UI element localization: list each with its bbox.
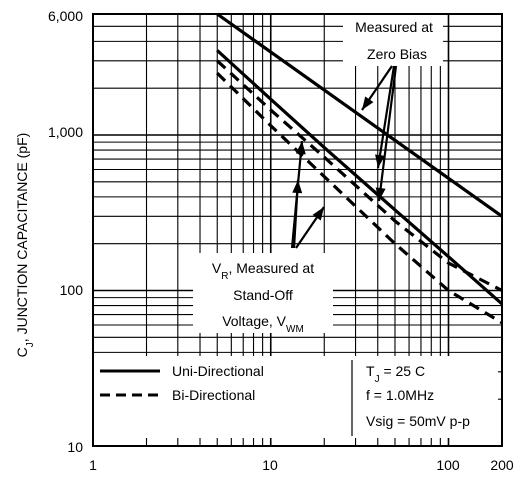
arrow-shaft bbox=[377, 65, 398, 202]
legend-tj-sub: J bbox=[375, 374, 380, 385]
zero-bias-line2: Zero Bias bbox=[367, 46, 427, 62]
legend-bi-label: Bi-Directional bbox=[172, 387, 255, 403]
y-axis-label: CJ, JUNCTION CAPACITANCE (pF) bbox=[14, 133, 36, 358]
x-tick-10: 10 bbox=[262, 457, 278, 473]
series-line-1 bbox=[216, 12, 503, 218]
standoff-line1-rest: , Measured at bbox=[228, 260, 314, 276]
annotation-arrows bbox=[290, 65, 398, 249]
legend-freq: f = 1.0MHz bbox=[366, 387, 434, 403]
x-tick-1: 1 bbox=[89, 457, 97, 473]
y-tick-100: 100 bbox=[60, 282, 84, 298]
arrow-shaft bbox=[376, 65, 396, 169]
y-axis-label-rest: , JUNCTION CAPACITANCE (pF) bbox=[14, 133, 30, 343]
standoff-line3: Voltage, VWM bbox=[222, 313, 304, 335]
x-tick-100: 100 bbox=[436, 457, 460, 473]
y-tick-10: 10 bbox=[67, 439, 83, 455]
arrow-head bbox=[312, 207, 324, 221]
arrow-head bbox=[362, 96, 374, 110]
y-axis-label-sub: J bbox=[25, 342, 36, 347]
x-tick-200: 200 bbox=[490, 457, 514, 473]
legend-vsig: Vsig = 50mV p-p bbox=[366, 413, 470, 429]
series-line-2 bbox=[216, 49, 504, 306]
arrow-head bbox=[295, 141, 306, 155]
arrow-head bbox=[292, 180, 303, 194]
plot-frame bbox=[92, 13, 503, 447]
standoff-box bbox=[193, 253, 333, 333]
legend-box bbox=[94, 356, 498, 438]
y-axis-label-prefix: C bbox=[14, 347, 30, 357]
legend-tj-rest: = 25 C bbox=[380, 363, 426, 379]
y-tick-1000: 1,000 bbox=[48, 124, 83, 140]
standoff-line1-sub: R bbox=[221, 271, 228, 282]
standoff-line3-sub: WM bbox=[286, 324, 304, 335]
legend-uni-label: Uni-Directional bbox=[172, 363, 264, 379]
standoff-line3-prefix: Voltage, V bbox=[222, 313, 286, 329]
series-group bbox=[216, 12, 504, 325]
standoff-line1: VR, Measured at bbox=[212, 260, 314, 282]
series-line-4 bbox=[216, 71, 503, 325]
y-tick-6000: 6,000 bbox=[48, 8, 83, 24]
zero-bias-line1: Measured at bbox=[355, 19, 433, 35]
series-line-3 bbox=[216, 59, 503, 292]
arrow-head bbox=[375, 187, 386, 201]
legend-tj-prefix: T bbox=[366, 363, 375, 379]
arrow-head bbox=[375, 154, 385, 168]
legend-tj: TJ = 25 C bbox=[366, 363, 425, 385]
standoff-line1-prefix: V bbox=[212, 260, 222, 276]
standoff-line2: Stand-Off bbox=[233, 287, 293, 303]
zero-bias-box bbox=[343, 14, 443, 66]
